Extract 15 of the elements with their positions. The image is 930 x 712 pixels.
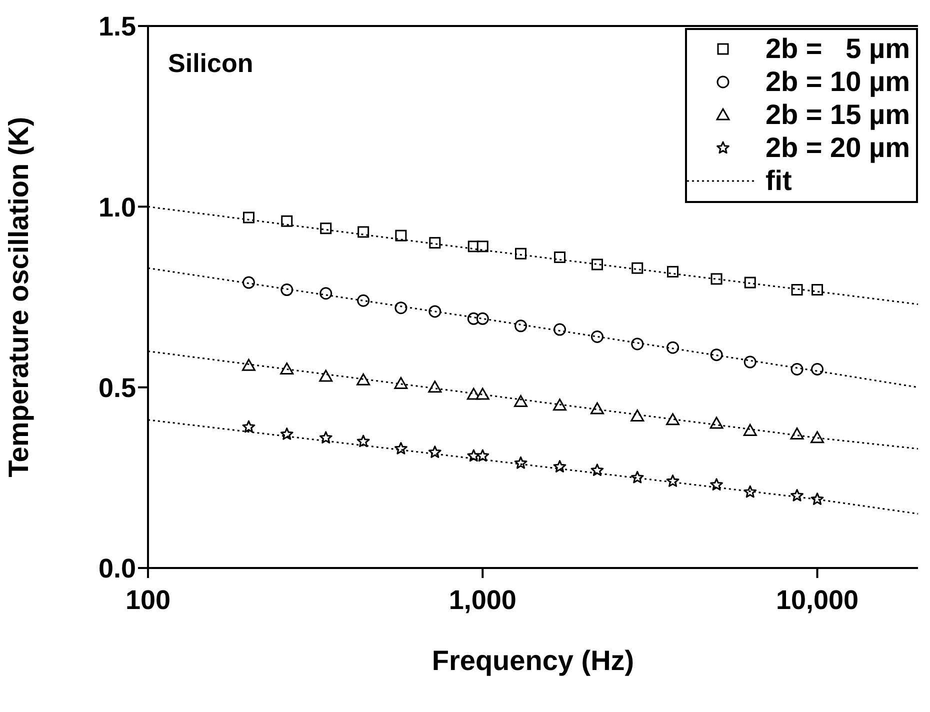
legend-label: 2b = 10 µm bbox=[765, 66, 910, 98]
x-tick-label: 1,000 bbox=[448, 585, 516, 616]
y-tick-label: 1.5 bbox=[98, 12, 136, 42]
x-tick-label: 100 bbox=[125, 585, 171, 616]
y-axis-title: Temperature oscillation (K) bbox=[2, 116, 34, 478]
y-tick-label: 0.5 bbox=[98, 372, 136, 403]
x-tick-label: 10,000 bbox=[776, 585, 859, 616]
annotation: Silicon bbox=[168, 48, 254, 79]
legend-label: 2b = 20 µm bbox=[765, 132, 910, 164]
y-tick-label: 1.0 bbox=[98, 192, 136, 222]
legend-label: fit bbox=[765, 164, 792, 196]
x-axis-title: Frequency (Hz) bbox=[432, 645, 634, 676]
y-tick-label: 0.0 bbox=[98, 554, 136, 584]
legend-label: 2b = 15 µm bbox=[765, 98, 910, 130]
legend-label: 2b = 5 µm bbox=[765, 32, 910, 64]
